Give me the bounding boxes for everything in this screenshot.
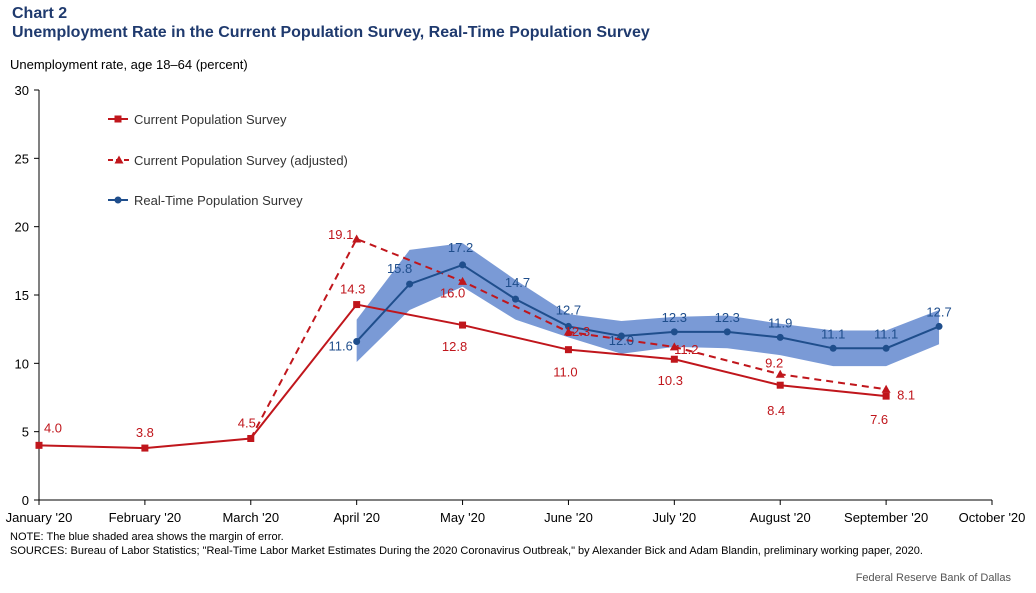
cps-data-label: 4.0 [44, 420, 62, 435]
rps-point [829, 344, 837, 352]
y-tick-label: 25 [15, 151, 29, 166]
rps-point [459, 261, 467, 269]
x-tick-label: July '20 [652, 510, 696, 525]
rps-point [406, 280, 414, 288]
legend-cps-adjusted-marker [114, 155, 124, 164]
y-tick-label: 20 [15, 220, 29, 235]
y-tick-label: 0 [22, 493, 29, 508]
series-lines-layer [35, 234, 943, 452]
y-tick-label: 15 [15, 288, 29, 303]
chart-title: Unemployment Rate in the Current Populat… [12, 24, 650, 41]
legend-label: Current Population Survey (adjusted) [134, 153, 348, 168]
rps-point [776, 333, 784, 341]
rps-data-label: 11.9 [768, 315, 792, 330]
rps-point [670, 328, 678, 336]
cps-data-label: 7.6 [870, 412, 888, 427]
legend: Current Population Survey Current Populat… [108, 112, 348, 208]
legend-label: Real-Time Population Survey [134, 193, 303, 208]
y-tick-label: 10 [15, 356, 29, 371]
rps-point [353, 337, 361, 345]
cps-point [670, 355, 678, 363]
cps-adjusted-data-label: 19.1 [328, 227, 353, 242]
data-labels-layer: 4.0 3.8 4.5 14.3 12.8 11.0 10.3 8.4 7.6 19.1 16.0 1… [44, 227, 952, 440]
cps-data-label: 3.8 [136, 425, 154, 440]
cps-data-label: 11.0 [553, 365, 577, 380]
legend-cps-marker [114, 115, 122, 123]
y-tick-label: 5 [22, 425, 29, 440]
x-tick-label: April '20 [333, 510, 380, 525]
cps-point [564, 346, 572, 354]
cps-adjusted-point [669, 342, 679, 351]
cps-point [141, 444, 149, 452]
x-tick-label: August '20 [750, 510, 811, 525]
cps-adjusted-data-label: 12.3 [565, 324, 590, 339]
cps-data-label: 10.3 [658, 373, 683, 388]
cps-adjusted-point [775, 369, 785, 378]
cps-point [776, 381, 784, 389]
rps-data-label: 15.8 [387, 261, 412, 276]
y-tick-label: 30 [15, 83, 29, 98]
rps-data-label: 11.6 [328, 338, 352, 353]
rps-data-label: 11.1 [874, 326, 898, 341]
footnote: NOTE: The blue shaded area shows the mar… [10, 531, 284, 543]
cps-adjusted-point [458, 276, 468, 285]
margin-of-error-band [356, 243, 940, 367]
rps-data-label: 12.7 [926, 304, 951, 319]
legend-rps-marker [114, 196, 122, 204]
rps-point [617, 332, 625, 340]
rps-point [882, 344, 890, 352]
cps-adjusted-point [881, 384, 891, 393]
cps-adjusted-point [352, 234, 362, 243]
margin-of-error-layer [356, 243, 940, 367]
cps-adjusted-data-label: 8.1 [897, 387, 915, 402]
rps-point [512, 295, 519, 303]
x-tick-label: February '20 [109, 510, 182, 525]
cps-point [353, 301, 361, 309]
y-axis-label: Unemployment rate, age 18–64 (percent) [10, 57, 248, 72]
unemployment-chart: 0 5 10 15 20 25 30 January '20 February '20 March… [6, 83, 1026, 525]
cps-adjusted-data-label: 16.0 [440, 285, 465, 300]
rps-line [355, 263, 940, 350]
cps-data-label: 8.4 [767, 403, 785, 418]
cps-point [459, 321, 467, 329]
x-tick-label: January '20 [6, 510, 73, 525]
legend-label: Current Population Survey [134, 112, 287, 127]
x-tick-label: October '20 [959, 510, 1026, 525]
rps-point [564, 322, 572, 330]
rps-data-label: 12.0 [609, 333, 634, 348]
cps-point [882, 392, 890, 400]
cps-data-label: 14.3 [340, 282, 365, 297]
rps-data-label: 11.1 [821, 326, 845, 341]
cps-point [247, 435, 255, 442]
rps-point [723, 328, 731, 336]
x-tick-label: September '20 [844, 510, 928, 525]
x-tick-label: May '20 [440, 510, 485, 525]
cps-point [35, 441, 43, 449]
rps-data-label: 12.7 [556, 302, 581, 317]
rps-data-label: 12.3 [662, 310, 687, 325]
source-credit: Federal Reserve Bank of Dallas [855, 572, 1011, 584]
cps-adjusted-point [563, 327, 573, 336]
rps-data-label: 14.7 [505, 275, 530, 290]
sources-note: SOURCES: Bureau of Labor Statistics; "Re… [10, 545, 923, 557]
axes-layer: 0 5 10 15 20 25 30 January '20 February '20 March… [6, 83, 1026, 525]
cps-adjusted-data-label: 11.2 [674, 342, 698, 357]
cps-adjusted-data-label: 9.2 [765, 355, 783, 370]
rps-point [935, 322, 943, 330]
x-tick-label: June '20 [544, 510, 593, 525]
cps-data-label: 4.5 [238, 416, 256, 431]
chart-label: Chart 2 [12, 5, 68, 22]
cps-data-label: 12.8 [442, 339, 467, 354]
x-tick-label: March '20 [222, 510, 279, 525]
rps-data-label: 17.2 [448, 240, 473, 255]
rps-data-label: 12.3 [715, 310, 740, 325]
